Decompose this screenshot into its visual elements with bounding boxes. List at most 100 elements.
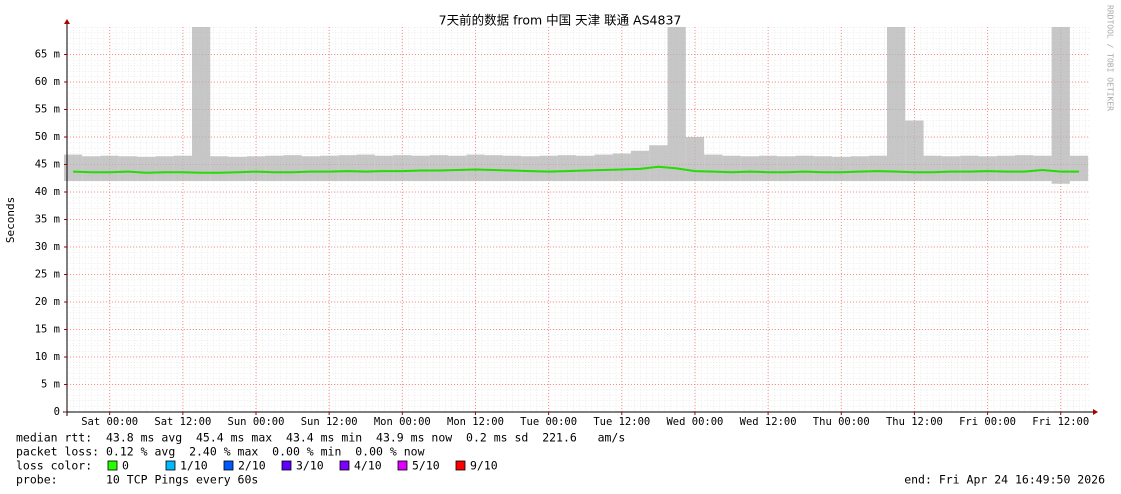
y-tick-label: 45 m bbox=[35, 159, 60, 171]
smoke bbox=[630, 150, 650, 181]
smoke bbox=[173, 155, 192, 181]
smoke bbox=[155, 156, 174, 181]
smoke bbox=[228, 156, 247, 181]
smoke bbox=[868, 155, 887, 181]
smoke bbox=[210, 156, 229, 181]
y-tick-label: 35 m bbox=[35, 214, 60, 226]
smoke bbox=[320, 155, 339, 181]
y-tick-label: 30 m bbox=[35, 241, 60, 253]
smoke bbox=[612, 153, 631, 181]
x-tick-label: Wed 12:00 bbox=[740, 416, 797, 428]
smoke bbox=[905, 120, 924, 181]
smoke bbox=[411, 155, 430, 181]
smoke bbox=[448, 155, 467, 181]
smoke bbox=[941, 156, 961, 181]
loss-swatch bbox=[165, 460, 176, 471]
x-tick-label: Sat 00:00 bbox=[81, 416, 138, 428]
y-arrow bbox=[64, 19, 70, 24]
y-tick-label: 0 bbox=[54, 406, 60, 418]
smoke bbox=[667, 27, 686, 181]
x-tick-label: Sun 12:00 bbox=[301, 416, 358, 428]
smoke bbox=[539, 155, 558, 181]
smoke bbox=[484, 155, 503, 181]
smoke bbox=[1051, 27, 1070, 184]
smoke bbox=[82, 156, 101, 181]
loss-legend-label: 1/10 bbox=[180, 459, 208, 473]
plot bbox=[63, 27, 1090, 412]
loss-label: loss color: bbox=[16, 459, 92, 473]
loss-swatch bbox=[107, 460, 118, 471]
smoke bbox=[356, 154, 375, 181]
y-tick-label: 50 m bbox=[35, 131, 60, 143]
y-tick-label: 10 m bbox=[35, 351, 60, 363]
smoke bbox=[850, 156, 869, 181]
x-tick-label: Fri 12:00 bbox=[1032, 416, 1089, 428]
smoke bbox=[301, 156, 321, 181]
smoke bbox=[100, 155, 119, 181]
smoke bbox=[374, 155, 394, 181]
loss-stats: packet loss: 0.12 % avg 2.40 % max 0.00 … bbox=[16, 445, 425, 459]
y-tick-label: 15 m bbox=[35, 324, 60, 336]
loss-swatch bbox=[281, 460, 292, 471]
smoke bbox=[795, 155, 814, 181]
smoke bbox=[63, 154, 83, 181]
smoke bbox=[137, 156, 156, 181]
loss-swatch bbox=[223, 460, 234, 471]
y-tick-label: 60 m bbox=[35, 76, 60, 88]
y-tick-label: 65 m bbox=[35, 49, 60, 61]
smoke bbox=[996, 155, 1016, 181]
smoke bbox=[1015, 155, 1034, 181]
chart-title: 7天前的数据 from 中国 天津 联通 AS4837 bbox=[439, 13, 682, 28]
smoke bbox=[576, 155, 595, 181]
rtt-stats: median rtt: 43.8 ms avg 45.4 ms max 43.4… bbox=[16, 431, 625, 445]
smoke bbox=[777, 156, 796, 181]
loss-legend-label: 3/10 bbox=[296, 459, 324, 473]
x-tick-label: Sun 00:00 bbox=[228, 416, 285, 428]
smoke bbox=[338, 155, 357, 181]
loss-legend-label: 5/10 bbox=[412, 459, 440, 473]
y-tick-label: 25 m bbox=[35, 269, 60, 281]
smoke bbox=[649, 145, 668, 181]
loss-legend-label: 4/10 bbox=[354, 459, 382, 473]
smoke bbox=[886, 27, 906, 181]
smoke bbox=[393, 155, 412, 181]
smoke bbox=[521, 156, 540, 181]
smoke bbox=[758, 155, 778, 181]
median-line bbox=[73, 165, 1080, 174]
smoke bbox=[832, 156, 851, 181]
x-tick-label: Fri 00:00 bbox=[959, 416, 1016, 428]
smoke bbox=[1069, 155, 1089, 181]
x-arrow bbox=[1093, 409, 1098, 415]
loss-legend-label: 9/10 bbox=[470, 459, 498, 473]
x-tick-label: Thu 12:00 bbox=[886, 416, 943, 428]
x-tick-label: Thu 00:00 bbox=[813, 416, 870, 428]
y-tick-label: 20 m bbox=[35, 296, 60, 308]
loss-legend-label: 2/10 bbox=[238, 459, 266, 473]
y-tick-label: 55 m bbox=[35, 104, 60, 116]
watermark: RRDTOOL / TOBI OETIKER bbox=[1106, 5, 1115, 111]
smoke bbox=[594, 154, 613, 181]
x-tick-label: Mon 00:00 bbox=[374, 416, 431, 428]
loss-swatch bbox=[397, 460, 408, 471]
smoke bbox=[191, 27, 211, 181]
end-time: end: Fri Apr 24 16:49:50 2026 bbox=[904, 473, 1105, 487]
smoke bbox=[283, 155, 302, 181]
x-tick-label: Tue 12:00 bbox=[593, 416, 650, 428]
smoke bbox=[960, 155, 979, 181]
smoke bbox=[466, 154, 485, 181]
probe: probe: 10 TCP Pings every 60s bbox=[16, 473, 258, 487]
x-tick-label: Wed 00:00 bbox=[666, 416, 723, 428]
y-tick-label: 5 m bbox=[41, 379, 60, 391]
loss-swatch bbox=[339, 460, 350, 471]
smoke bbox=[978, 156, 997, 181]
loss-swatch bbox=[455, 460, 466, 471]
smoke bbox=[246, 156, 266, 181]
smoke bbox=[704, 154, 723, 181]
smoke bbox=[265, 155, 284, 181]
smoke bbox=[1033, 155, 1052, 181]
y-axis-label: Seconds bbox=[4, 197, 17, 243]
x-tick-label: Sat 12:00 bbox=[154, 416, 211, 428]
loss-legend-label: 0 bbox=[122, 459, 129, 473]
smoke bbox=[118, 156, 138, 181]
